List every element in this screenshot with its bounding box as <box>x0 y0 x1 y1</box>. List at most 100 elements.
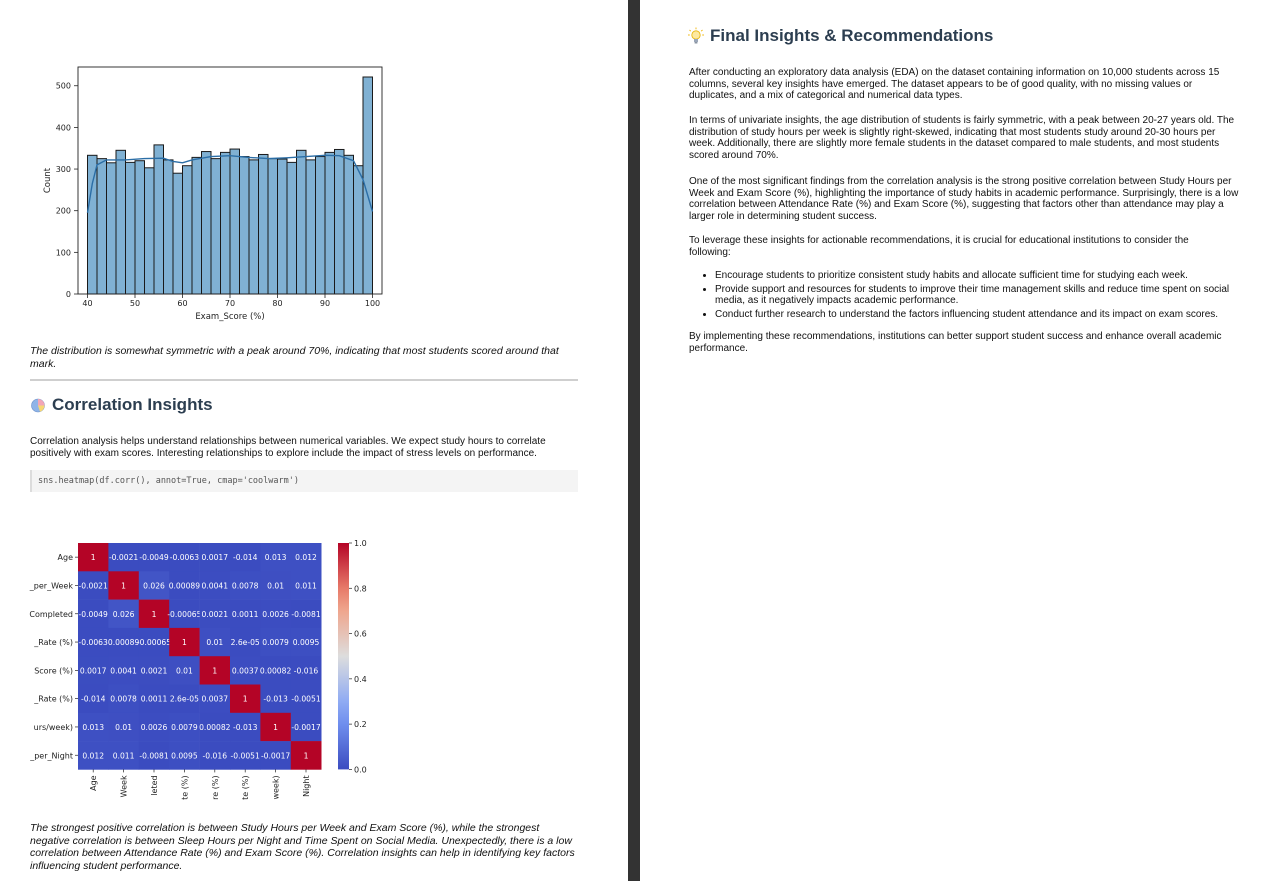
heatmap-cell <box>260 656 292 685</box>
heatmap-cell <box>108 656 140 685</box>
heatmap-cell <box>138 684 170 714</box>
colorbar-tick-label: 0.8 <box>354 584 367 593</box>
y-axis-label: Count <box>43 167 53 193</box>
heatmap-annotation: -0.0063 <box>170 553 199 562</box>
code-block: sns.heatmap(df.corr(), annot=True, cmap=… <box>30 470 578 492</box>
histogram-bar <box>343 154 354 295</box>
heatmap-cell <box>169 599 200 629</box>
heatmap-cell <box>138 712 170 742</box>
x-tick-label: 100 <box>365 299 380 308</box>
x-tick-label: 70 <box>225 299 235 308</box>
heatmap-cell <box>199 741 231 770</box>
heatmap-cell <box>108 627 140 657</box>
heatmap-cell <box>260 599 292 629</box>
heatmap-cell <box>290 684 322 714</box>
heatmap-annotation: 2.6e-05 <box>170 695 199 704</box>
closing-paragraph: By implementing these recommendations, i… <box>689 331 1222 354</box>
heatmap-cell <box>169 656 200 685</box>
heatmap-annotation: -0.0049 <box>79 610 108 619</box>
heatmap-cell <box>138 627 170 657</box>
histogram-bar <box>315 156 326 295</box>
lightbulb-icon <box>688 27 704 44</box>
heatmap-annotation: 0.01 <box>267 581 284 590</box>
heatmap-cell <box>108 599 140 629</box>
histogram-bar <box>125 161 136 295</box>
correlation-intro: Correlation analysis helps understand re… <box>30 436 546 459</box>
heatmap-cell <box>78 656 109 685</box>
final-insights-heading: Final Insights & Recommendations <box>688 26 993 46</box>
histogram-bar <box>277 158 288 295</box>
heatmap-cell <box>199 712 231 742</box>
histogram-bar <box>182 165 193 295</box>
histogram-bar <box>134 160 145 295</box>
histogram-bar <box>191 156 202 295</box>
heatmap-cell <box>290 656 322 685</box>
heatmap-annotation: -0.0017 <box>261 751 290 760</box>
histogram-bar <box>144 167 155 295</box>
heatmap-cell <box>230 684 261 714</box>
heatmap-col-label: te (%) <box>180 775 189 799</box>
heatmap-cell <box>260 712 292 742</box>
x-axis-label: Exam_Score (%) <box>195 312 264 322</box>
heatmap-annotation: 0.0095 <box>171 751 198 760</box>
heatmap-cell <box>138 656 170 685</box>
heatmap-annotation: 0.0021 <box>202 610 229 619</box>
insights-paragraph-3: One of the most significant findings fro… <box>689 176 1239 222</box>
heatmap-annotation: -0.014 <box>233 553 258 562</box>
heatmap-annotation: 2.6e-05 <box>231 638 260 647</box>
histogram-bar <box>153 144 164 295</box>
recommendation-list: Encourage students to prioritize consist… <box>689 270 1245 322</box>
heatmap-cell <box>230 712 261 742</box>
left-page: 40 50 60 70 80 90 100 0 100 200 300 400 500 Exam_Scor… <box>0 0 628 881</box>
colorbar-tick-label: 0.4 <box>354 675 367 684</box>
heatmap-annotation: 0.0079 <box>171 723 198 732</box>
colorbar-tick-label: 1.0 <box>354 539 367 548</box>
histogram-bar <box>324 151 335 295</box>
histogram-bar <box>286 161 297 295</box>
heatmap-annotation: 0.013 <box>265 553 287 562</box>
heatmap-col-label: leted <box>150 775 159 795</box>
histogram-bar <box>296 149 307 295</box>
heatmap-cell <box>260 684 292 714</box>
heatmap-cell <box>108 741 140 770</box>
heatmap-cell <box>199 571 231 600</box>
heatmap-annotation: 1 <box>304 751 309 760</box>
heatmap-annotation: 1 <box>212 666 217 675</box>
heatmap-annotation: 0.0026 <box>262 610 289 619</box>
heatmap-cell <box>290 712 322 742</box>
heatmap-cell <box>290 741 322 770</box>
heatmap-cell <box>199 684 231 714</box>
heatmap-annotation: 0.013 <box>82 723 104 732</box>
heatmap-cell <box>78 543 109 572</box>
heatmap-annotation: 0.0079 <box>262 638 289 647</box>
heatmap-annotation: -0.0021 <box>79 581 108 590</box>
heatmap-annotation: 1 <box>182 638 187 647</box>
heatmap-annotation: -0.0081 <box>139 751 168 760</box>
heatmap-annotation: 0.0037 <box>232 666 259 675</box>
heatmap-annotation: -0.0021 <box>109 553 138 562</box>
correlation-heading-text: Correlation Insights <box>52 395 213 414</box>
list-item: Encourage students to prioritize consist… <box>715 270 1245 282</box>
histogram-bar <box>106 162 117 295</box>
heatmap-cell <box>169 543 200 572</box>
heatmap-annotation: 0.0011 <box>232 610 259 619</box>
heatmap-annotation: 0.00082 <box>199 723 231 732</box>
heatmap-cell <box>199 599 231 629</box>
correlation-heatmap: 1 -0.0021 -0.0049 -0.0063 0.0017 -0.014 0.013 0… <box>29 539 367 800</box>
y-tick-label: 300 <box>56 165 71 174</box>
heatmap-col-label: week) <box>272 775 281 799</box>
list-item: Conduct further research to understand t… <box>715 309 1245 321</box>
heatmap-annotation: 1 <box>243 695 248 704</box>
x-tick-label: 60 <box>177 299 187 308</box>
heatmap-cell <box>290 571 322 600</box>
heatmap-cell <box>169 627 200 657</box>
heatmap-cell <box>199 627 231 657</box>
final-insights-heading-text: Final Insights & Recommendations <box>710 26 994 45</box>
heatmap-annotation: 0.0078 <box>110 695 137 704</box>
heatmap-annotation: 0.0011 <box>141 695 168 704</box>
heatmap-annotation: 0.012 <box>82 751 104 760</box>
histogram-bar <box>305 159 316 295</box>
heatmap-row-label: _Rate (%) <box>33 695 73 704</box>
histogram-bar <box>172 172 183 295</box>
heatmap-cell <box>169 741 200 770</box>
